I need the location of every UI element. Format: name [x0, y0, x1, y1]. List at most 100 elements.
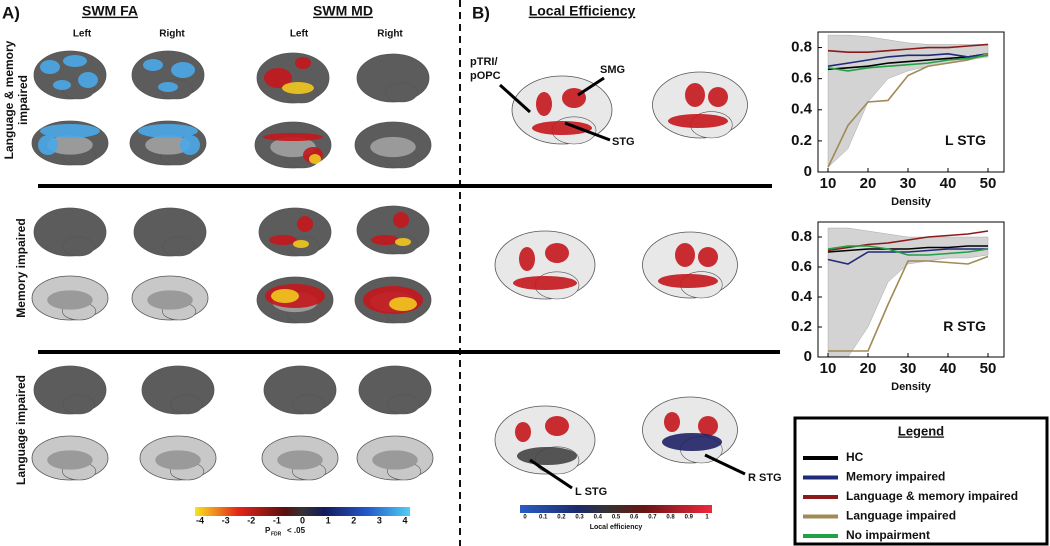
brain-blob [517, 447, 577, 465]
chart-annotation: R STG [943, 318, 986, 334]
brain-medial [155, 450, 201, 470]
colorbar-tick-label: -2 [247, 515, 255, 525]
brain-blob [389, 297, 417, 311]
colorbar-tick-label: 1 [705, 515, 709, 521]
colorbar-tick-label: -1 [273, 515, 281, 525]
brain-lobe [162, 236, 195, 257]
brain-lobe [292, 394, 325, 415]
x-tick-label: 40 [940, 175, 957, 192]
colorbar-tick-label: 2 [351, 515, 356, 525]
x-tick-label: 30 [900, 175, 917, 192]
panel-label: B) [472, 3, 490, 22]
brain-blob [532, 121, 592, 135]
layout [38, 0, 1049, 546]
brain-medial [372, 450, 418, 470]
brain-medial [370, 136, 416, 158]
brain-blob [698, 247, 718, 267]
row-label: Language impaired [14, 375, 28, 485]
brains [31, 50, 748, 481]
brain-blob [40, 60, 60, 74]
region-label: pOPC [470, 70, 501, 82]
y-tick-label: 0.2 [791, 318, 812, 335]
brain-blob [264, 68, 292, 88]
axis-label: Density [891, 196, 932, 208]
colorbar-tick-label: 0.9 [685, 515, 694, 521]
colorbar-tick-label: 0 [523, 515, 527, 521]
region-label: SMG [600, 64, 625, 76]
hemisphere-label: Left [290, 29, 309, 40]
series-line [828, 255, 989, 352]
colorbar-label: Local efficiency [590, 524, 643, 531]
y-tick-label: 0.2 [791, 132, 812, 149]
brain-blob [53, 80, 71, 90]
chart-annotation: L STG [945, 132, 986, 148]
brain-blob [513, 276, 577, 290]
legend-label: No impairment [846, 528, 930, 542]
brain-lobe [387, 394, 420, 415]
legend-label: Memory impaired [846, 470, 945, 484]
confidence-band [827, 227, 989, 358]
brain-lobe [62, 236, 95, 257]
series-line [827, 43, 989, 54]
x-tick-label: 20 [860, 175, 877, 192]
brain-blob [658, 274, 718, 288]
brain-blob [38, 135, 58, 155]
colorbar-tick-label: 0.8 [666, 515, 675, 521]
brain-blob [143, 59, 163, 71]
brain-blob [78, 72, 98, 88]
brain-blob [662, 433, 722, 451]
x-tick-label: 10 [820, 175, 837, 192]
region-label: R STG [748, 472, 782, 484]
brain-lobe [170, 394, 203, 415]
brain-medial [145, 135, 191, 155]
brain-blob [519, 247, 535, 271]
plot-frame [817, 221, 1005, 358]
brain-medial [47, 290, 93, 310]
row-label: impaired [16, 75, 30, 125]
brain-blob [293, 240, 309, 248]
series-line [827, 53, 989, 168]
brain-blob [708, 87, 728, 107]
region-pointers [498, 76, 746, 490]
brain-blob [393, 212, 409, 228]
legend-label: Language & memory impaired [846, 489, 1018, 503]
brain-blob [675, 243, 695, 267]
colorbar-label: P [265, 526, 271, 535]
plot-frame [817, 31, 1005, 173]
brain-medial [47, 450, 93, 470]
colorbar-tick-label: 1 [326, 515, 331, 525]
legend-title: Legend [898, 423, 944, 438]
brain-lobe [385, 82, 418, 103]
brain-blob [263, 133, 323, 141]
x-tick-label: 40 [940, 360, 957, 377]
y-tick-label: 0.6 [791, 70, 812, 87]
colorbar-tick-label: 4 [402, 515, 407, 525]
hemisphere-label: Right [377, 29, 403, 40]
colorbar-label: < .05 [287, 526, 306, 535]
y-tick-label: 0.4 [791, 101, 813, 118]
y-tick-label: 0 [804, 348, 812, 365]
x-tick-label: 50 [980, 175, 997, 192]
brain-blob [63, 55, 87, 67]
brain-blob [698, 416, 718, 436]
brain-medial [47, 135, 93, 155]
region-label: pTRI/ [470, 56, 498, 68]
brain-blob [158, 82, 178, 92]
brain-blob [180, 135, 200, 155]
colorbar-label: FDR [271, 531, 282, 537]
brain-blob [171, 62, 195, 78]
brain-blob [545, 416, 569, 436]
brain-blob [664, 412, 680, 432]
panel-title: Local Efficiency [529, 3, 636, 19]
series-line [827, 54, 989, 72]
brain-blob [685, 83, 705, 107]
x-tick-label: 50 [980, 360, 997, 377]
brain-blob [536, 92, 552, 116]
x-tick-label: 20 [860, 360, 877, 377]
brain-blob [515, 422, 531, 442]
x-tick-label: 10 [820, 360, 837, 377]
row-label: Language & memory [2, 40, 16, 159]
series-line [827, 52, 989, 68]
colorbar-tick-label: 0.3 [575, 515, 584, 521]
